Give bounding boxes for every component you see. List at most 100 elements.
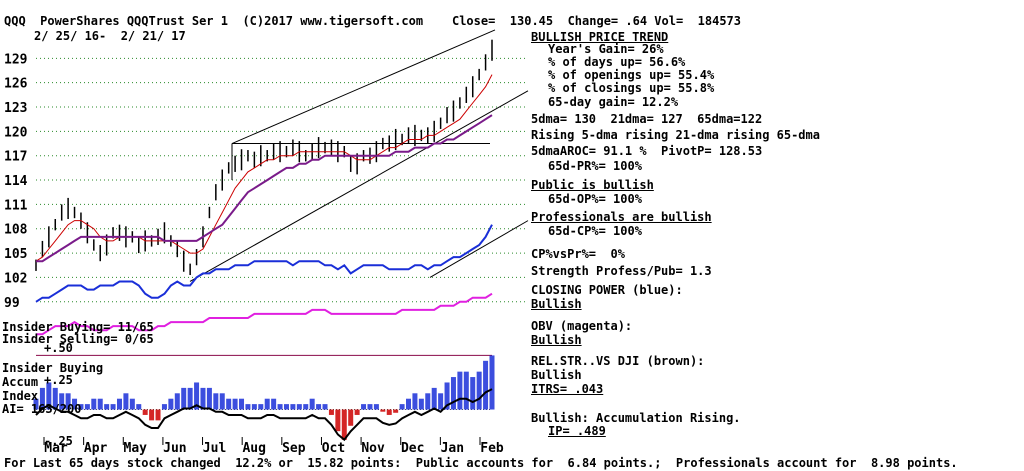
accum-bar	[393, 409, 399, 413]
ip-value: IP= .489	[548, 424, 606, 438]
accum-bar	[136, 404, 142, 410]
x-tick-label: Apr	[84, 441, 108, 456]
accum-bar	[399, 404, 405, 410]
accum-bar	[116, 398, 122, 410]
close-value: Close= 130.45	[451, 14, 554, 28]
y-tick-label: 126	[4, 77, 28, 92]
accum-bar	[283, 404, 289, 410]
accum-bar	[373, 404, 379, 410]
accum-bar	[425, 393, 431, 410]
change-value: Change= .64	[567, 14, 648, 28]
accum-bar	[470, 377, 476, 410]
x-tick-label: Sep	[282, 441, 306, 456]
y-tick-label: 120	[4, 125, 28, 140]
accum-bar	[406, 398, 412, 410]
accum-bar	[200, 387, 206, 410]
accum-bar	[354, 409, 360, 415]
accum-tick-plus50: +.50	[44, 341, 73, 355]
accum-bar	[78, 404, 84, 410]
accum-bar	[39, 387, 45, 410]
obv-value: Bullish	[531, 333, 582, 347]
ma65-line	[36, 114, 493, 263]
x-tick-label: Feb	[480, 441, 504, 456]
gain-65: 65-day gain= 12.2%	[548, 95, 679, 109]
dma-values: 5dma= 130 21dma= 127 65dma=122	[531, 112, 763, 126]
accum-bar	[72, 398, 78, 410]
accum-tick-minus25: -.25	[44, 434, 73, 448]
accum-bar	[380, 409, 386, 412]
aroc-pivot: 5dmaAROC= 91.1 % PivotP= 128.53	[531, 144, 763, 158]
cp-65: 65d-CP%= 100%	[548, 224, 642, 238]
y-tick-label: 99	[4, 296, 20, 311]
days-up: % of days up= 56.6%	[548, 55, 686, 69]
accum-bar	[142, 409, 148, 415]
closings-up: % of closings up= 55.8%	[548, 81, 715, 95]
accum-bar	[418, 398, 424, 410]
rel-str-title: REL.STR..VS DJI (brown):	[531, 354, 705, 368]
public-status: Public is bullish	[531, 178, 654, 192]
accum-bar	[155, 409, 161, 421]
y-tick-label: 123	[4, 101, 27, 116]
accum-bar	[290, 404, 296, 410]
footer-summary: For Last 65 days stock changed 12.2% or …	[4, 456, 958, 470]
lower-trend-line	[189, 90, 529, 282]
symbol: QQQ	[4, 14, 26, 28]
accum-bar	[245, 404, 251, 410]
accum-bar	[149, 409, 155, 421]
obv-title: OBV (magenta):	[531, 319, 633, 333]
y-axis-ticks: 129 126 123 120 117 114 111 108 105 102 99	[4, 52, 28, 310]
accum-bar	[296, 404, 302, 410]
x-tick-label: Nov	[361, 441, 385, 456]
index-label: Index	[2, 389, 39, 403]
x-tick-label: Jan	[441, 441, 464, 456]
y-tick-label: 111	[4, 198, 28, 213]
accum-bar	[476, 371, 482, 410]
obv-line	[36, 292, 493, 336]
y-tick-label: 102	[4, 271, 27, 286]
accum-bar	[251, 404, 257, 410]
accum-label: Accum	[2, 375, 39, 389]
rising-dma: Rising 5-dma rising 21-dma rising 65-dma	[531, 128, 820, 142]
accum-bar	[123, 393, 129, 410]
accum-bar	[181, 387, 187, 410]
accum-bar	[104, 404, 110, 410]
accum-status: Bullish: Accumulation Rising.	[531, 411, 741, 425]
accum-bar	[361, 404, 367, 410]
accum-bar	[168, 398, 174, 410]
ai-value: AI= 163/200	[2, 402, 82, 416]
accum-bar	[335, 409, 341, 432]
accum-bar	[386, 409, 392, 415]
accum-bar	[65, 393, 71, 410]
y-tick-label: 117	[4, 150, 27, 165]
rel-strength-line	[35, 388, 493, 442]
accum-bar	[52, 387, 58, 410]
accum-bar	[277, 404, 283, 410]
itrs: ITRS= .043	[531, 382, 604, 396]
accum-bar	[97, 398, 103, 410]
professionals-status: Professionals are bullish	[531, 210, 712, 224]
accum-bar	[187, 387, 193, 410]
accum-bar	[91, 398, 97, 410]
accum-bar	[206, 387, 212, 410]
accum-bar	[239, 398, 245, 410]
x-tick-label: Dec	[401, 441, 424, 456]
insider-selling: Insider Selling= 0/65	[2, 332, 154, 346]
accum-bar	[258, 404, 264, 410]
accum-bar	[264, 398, 270, 410]
accum-bar	[450, 377, 456, 410]
trend-title: BULLISH PRICE TREND	[531, 30, 669, 44]
accum-bar	[309, 398, 315, 410]
pr-65: 65d-PR%= 100%	[548, 159, 642, 173]
closing-power-title: CLOSING POWER (blue):	[531, 283, 683, 297]
years-gain: Year's Gain= 26%	[548, 42, 664, 56]
cp-vs-pr: CP%vsPr%= 0%	[531, 247, 625, 261]
y-tick-label: 108	[4, 223, 28, 238]
x-tick-label: Oct	[322, 441, 345, 456]
x-tick-label: Jun	[163, 441, 186, 456]
closing-power-line	[35, 224, 493, 303]
accum-bar	[438, 393, 444, 410]
series-lines	[35, 74, 493, 336]
trend-lines	[189, 29, 529, 282]
accum-tick-plus25: +.25	[44, 373, 73, 387]
